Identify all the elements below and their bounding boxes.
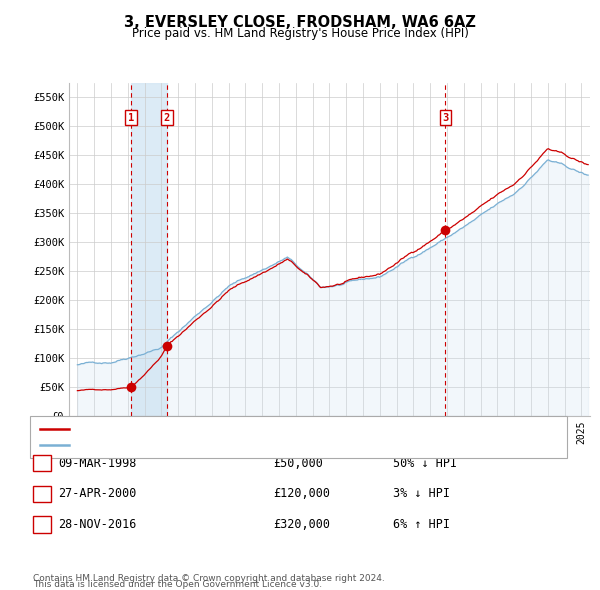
Text: 3: 3 <box>38 520 46 529</box>
Text: £50,000: £50,000 <box>273 457 323 470</box>
Text: 27-APR-2000: 27-APR-2000 <box>58 487 137 500</box>
Text: 2: 2 <box>38 489 46 499</box>
Text: HPI: Average price, detached house, Cheshire West and Chester: HPI: Average price, detached house, Ches… <box>74 440 409 450</box>
Text: 3% ↓ HPI: 3% ↓ HPI <box>393 487 450 500</box>
Text: This data is licensed under the Open Government Licence v3.0.: This data is licensed under the Open Gov… <box>33 581 322 589</box>
Text: 09-MAR-1998: 09-MAR-1998 <box>58 457 137 470</box>
Text: 28-NOV-2016: 28-NOV-2016 <box>58 518 137 531</box>
Text: 3: 3 <box>442 113 449 123</box>
Text: 3, EVERSLEY CLOSE, FRODSHAM, WA6 6AZ (detached house): 3, EVERSLEY CLOSE, FRODSHAM, WA6 6AZ (de… <box>74 424 392 434</box>
Text: 50% ↓ HPI: 50% ↓ HPI <box>393 457 457 470</box>
Bar <box>131 83 167 416</box>
Text: 3, EVERSLEY CLOSE, FRODSHAM, WA6 6AZ: 3, EVERSLEY CLOSE, FRODSHAM, WA6 6AZ <box>124 15 476 30</box>
Text: £320,000: £320,000 <box>273 518 330 531</box>
Text: 1: 1 <box>128 113 134 123</box>
Text: 2: 2 <box>164 113 170 123</box>
Text: 1: 1 <box>38 458 46 468</box>
Text: Price paid vs. HM Land Registry's House Price Index (HPI): Price paid vs. HM Land Registry's House … <box>131 27 469 40</box>
Text: £120,000: £120,000 <box>273 487 330 500</box>
Text: 6% ↑ HPI: 6% ↑ HPI <box>393 518 450 531</box>
Text: Contains HM Land Registry data © Crown copyright and database right 2024.: Contains HM Land Registry data © Crown c… <box>33 574 385 583</box>
